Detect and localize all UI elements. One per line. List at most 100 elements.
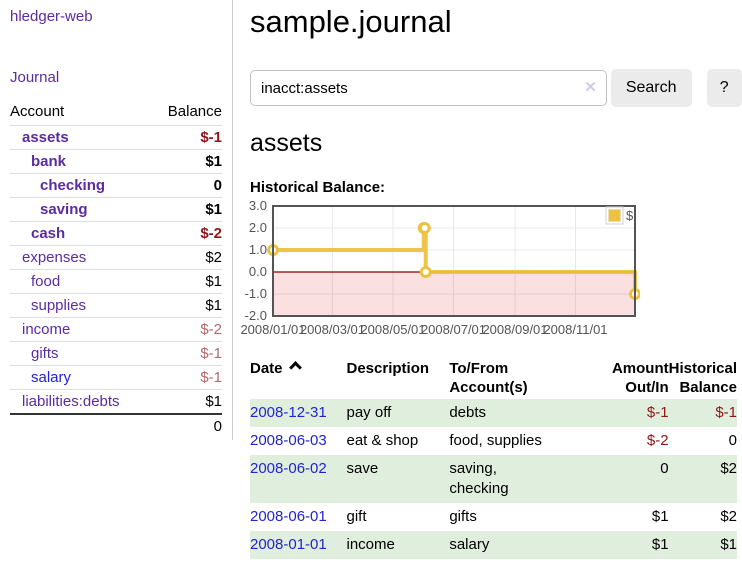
x-tick-label: 2008/07/01 [421, 322, 486, 337]
page-title: sample.journal [250, 4, 452, 39]
sort-ascending-icon [288, 361, 302, 374]
transaction-description: eat & shop [346, 432, 419, 449]
y-tick-label: 2.0 [249, 220, 267, 235]
register-header-row: Date Description To/From Account(s) Amou… [250, 357, 737, 399]
account-link-income[interactable]: income [22, 321, 71, 338]
sidebar: hledger-web Journal Account Balance asse… [0, 0, 233, 440]
account-row-liabilities-debts: liabilities:debts $1 [10, 389, 222, 414]
transaction-date-link[interactable]: 2008-06-01 [250, 508, 327, 525]
transaction-accounts: saving, checking [449, 455, 597, 503]
account-link-saving[interactable]: saving [40, 201, 88, 218]
account-link-food[interactable]: food [31, 273, 61, 290]
account-row-expenses: expenses $2 [10, 245, 222, 270]
account-row-supplies: supplies $1 [10, 293, 222, 318]
description-column-header: Description [346, 360, 430, 377]
account-balance: $1 [151, 293, 222, 318]
x-tick-label: 2008/05/01 [360, 322, 425, 337]
account-link-salary[interactable]: salary [31, 369, 72, 386]
account-balance: $1 [151, 197, 222, 222]
account-link-liabilities-debts[interactable]: liabilities:debts [22, 393, 120, 410]
account-link-cash[interactable]: cash [31, 225, 66, 242]
help-button[interactable]: ? [706, 69, 742, 107]
account-row-salary: salary $-1 [10, 365, 222, 390]
accounts-total-balance: 0 [151, 413, 222, 438]
transaction-accounts: gifts [449, 508, 477, 525]
x-tick-label: 2008/11/01 [543, 322, 607, 337]
account-balance: $-1 [151, 365, 222, 390]
account-balance: $-1 [151, 125, 222, 150]
date-column-header[interactable]: Date [250, 357, 347, 399]
legend-label: $ [626, 208, 634, 223]
account-link-gifts[interactable]: gifts [31, 345, 59, 362]
account-balance: $1 [151, 269, 222, 294]
register-table: Date Description To/From Account(s) Amou… [250, 357, 737, 559]
account-row-food: food $1 [10, 269, 222, 294]
account-link-assets[interactable]: assets [22, 129, 69, 146]
balance-column-header: Balance [167, 103, 222, 120]
account-balance: $-2 [151, 221, 222, 246]
y-tick-label: 3.0 [249, 199, 267, 213]
sidebar-item-journal[interactable]: Journal [10, 69, 60, 86]
account-row-gifts: gifts $-1 [10, 341, 222, 366]
search-form: ✕ Search ? [250, 69, 742, 107]
transaction-date-link[interactable]: 2008-01-01 [250, 536, 327, 553]
account-row-checking: checking 0 [10, 173, 222, 198]
account-row-bank: bank $1 [10, 149, 222, 174]
data-point-marker [419, 266, 432, 278]
account-balance: $-2 [151, 317, 222, 342]
account-link-supplies[interactable]: supplies [31, 297, 87, 314]
transaction-row: 2008-06-02 save saving, checking 0 $2 [250, 455, 737, 503]
transaction-description: gift [346, 508, 367, 525]
account-link-checking[interactable]: checking [40, 177, 106, 194]
y-tick-label: -1.0 [245, 286, 267, 301]
transaction-amount: $-1 [596, 399, 669, 427]
accounts-table: Account Balance assets $-1 bank $1 check… [10, 98, 222, 438]
transaction-date-link[interactable]: 2008-06-02 [250, 460, 327, 477]
transaction-date-link[interactable]: 2008-06-03 [250, 432, 327, 449]
transaction-description: pay off [346, 399, 450, 427]
accounts-column-header: To/From Account(s) [449, 360, 528, 396]
plot-border [272, 205, 636, 317]
transaction-date-link[interactable]: 2008-12-31 [250, 404, 327, 421]
account-row-income: income $-2 [10, 317, 222, 342]
account-link-expenses[interactable]: expenses [22, 249, 87, 266]
account-row-cash: cash $-2 [10, 221, 222, 246]
y-tick-label: 0.0 [249, 264, 267, 279]
accounts-table-header: Account Balance [10, 98, 222, 126]
transaction-amount: 0 [596, 455, 669, 503]
x-tick-label: 2008/01/01 [240, 322, 305, 337]
clear-search-icon[interactable]: ✕ [584, 79, 597, 96]
balance-column-header: Historical Balance [668, 360, 737, 396]
transaction-row: 2008-01-01 income salary $1 $1 [250, 531, 737, 559]
transaction-accounts: salary [449, 531, 597, 559]
search-box: ✕ [250, 70, 607, 106]
search-input[interactable] [250, 70, 607, 106]
y-tick-label: -2.0 [245, 308, 267, 323]
transaction-balance: $-1 [668, 399, 737, 427]
x-tick-label: 2008/03/01 [300, 322, 365, 337]
search-button[interactable]: Search [610, 69, 692, 107]
accounts-total-row: 0 [10, 413, 222, 438]
data-point-marker [418, 222, 431, 234]
amount-column-header: Amount Out/In [611, 360, 669, 396]
x-tick-label: 2008/09/01 [482, 322, 547, 337]
account-balance: 0 [151, 173, 222, 198]
transaction-balance: 0 [728, 432, 737, 449]
account-balance: $2 [151, 245, 222, 270]
transaction-accounts: food, supplies [449, 432, 542, 449]
account-balance: $1 [151, 389, 222, 414]
transaction-balance: $2 [720, 508, 737, 525]
transaction-row: 2008-12-31 pay off debts $-1 $-1 [250, 399, 737, 427]
report-title: assets [250, 129, 323, 157]
transaction-accounts: debts [449, 399, 597, 427]
account-row-saving: saving $1 [10, 197, 222, 222]
chart-title: Historical Balance: [250, 179, 386, 196]
negative-region [273, 272, 635, 316]
transaction-description: save [346, 455, 450, 503]
legend-swatch [608, 209, 621, 222]
transaction-balance: $2 [668, 455, 737, 503]
brand-link[interactable]: hledger-web [10, 8, 93, 25]
account-link-bank[interactable]: bank [31, 153, 67, 170]
transaction-amount: $1 [596, 531, 669, 559]
